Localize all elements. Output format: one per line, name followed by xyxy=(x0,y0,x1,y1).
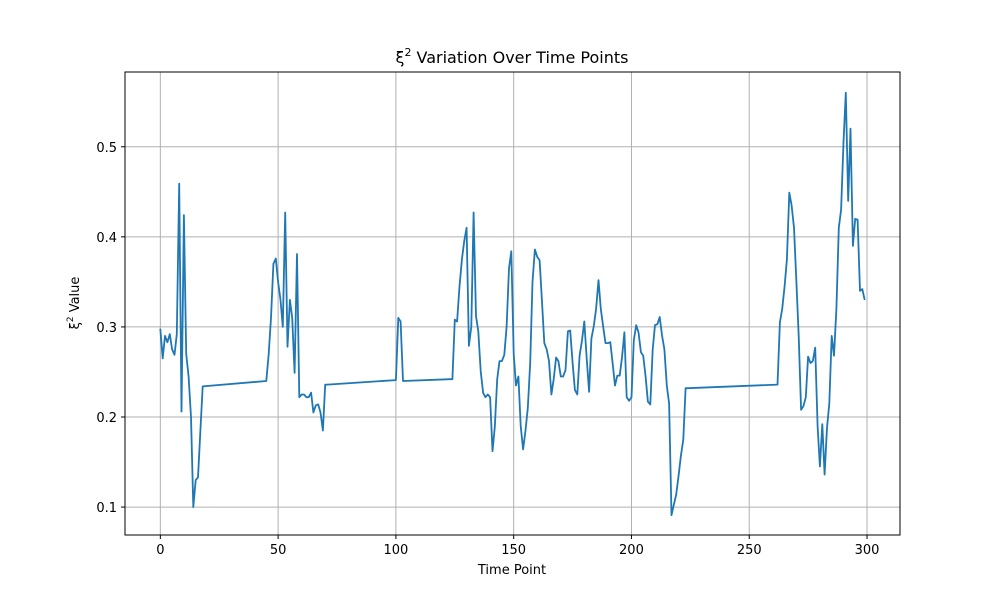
x-tick-label: 150 xyxy=(501,543,526,558)
x-tick-label: 300 xyxy=(855,543,880,558)
y-tick-label: 0.3 xyxy=(96,321,117,336)
x-tick-label: 200 xyxy=(619,543,644,558)
x-tick-label: 100 xyxy=(383,543,408,558)
chart-title-superscript: 2 xyxy=(404,46,411,59)
y-tick-label: 0.2 xyxy=(96,411,117,426)
x-tick-label: 250 xyxy=(737,543,762,558)
y-axis-label: ξ2 Value xyxy=(66,277,83,330)
data-series xyxy=(159,91,866,517)
chart-title-main: ξ xyxy=(396,48,405,67)
y-tick-label: 0.4 xyxy=(96,231,117,246)
y-axis-label-main: ξ xyxy=(68,322,83,329)
y-axis-label-superscript: 2 xyxy=(66,316,76,322)
chart-title-rest: Variation Over Time Points xyxy=(411,48,628,67)
x-axis-label: Time Point xyxy=(477,563,546,578)
grid-lines xyxy=(125,72,900,535)
series-line xyxy=(159,91,866,517)
plot-frame xyxy=(124,71,901,536)
y-axis-label-rest: Value xyxy=(68,277,83,317)
y-tick-label: 0.1 xyxy=(96,501,117,516)
x-tick-label: 50 xyxy=(270,543,287,558)
y-tick-label: 0.5 xyxy=(96,141,117,156)
x-tick-label: 0 xyxy=(156,543,164,558)
chart-title: ξ2 Variation Over Time Points xyxy=(396,46,629,67)
axis-ticks: 0 50 100 150 200 250 300 0.1 0.2 0.3 0.4 0.5 xyxy=(96,141,879,558)
